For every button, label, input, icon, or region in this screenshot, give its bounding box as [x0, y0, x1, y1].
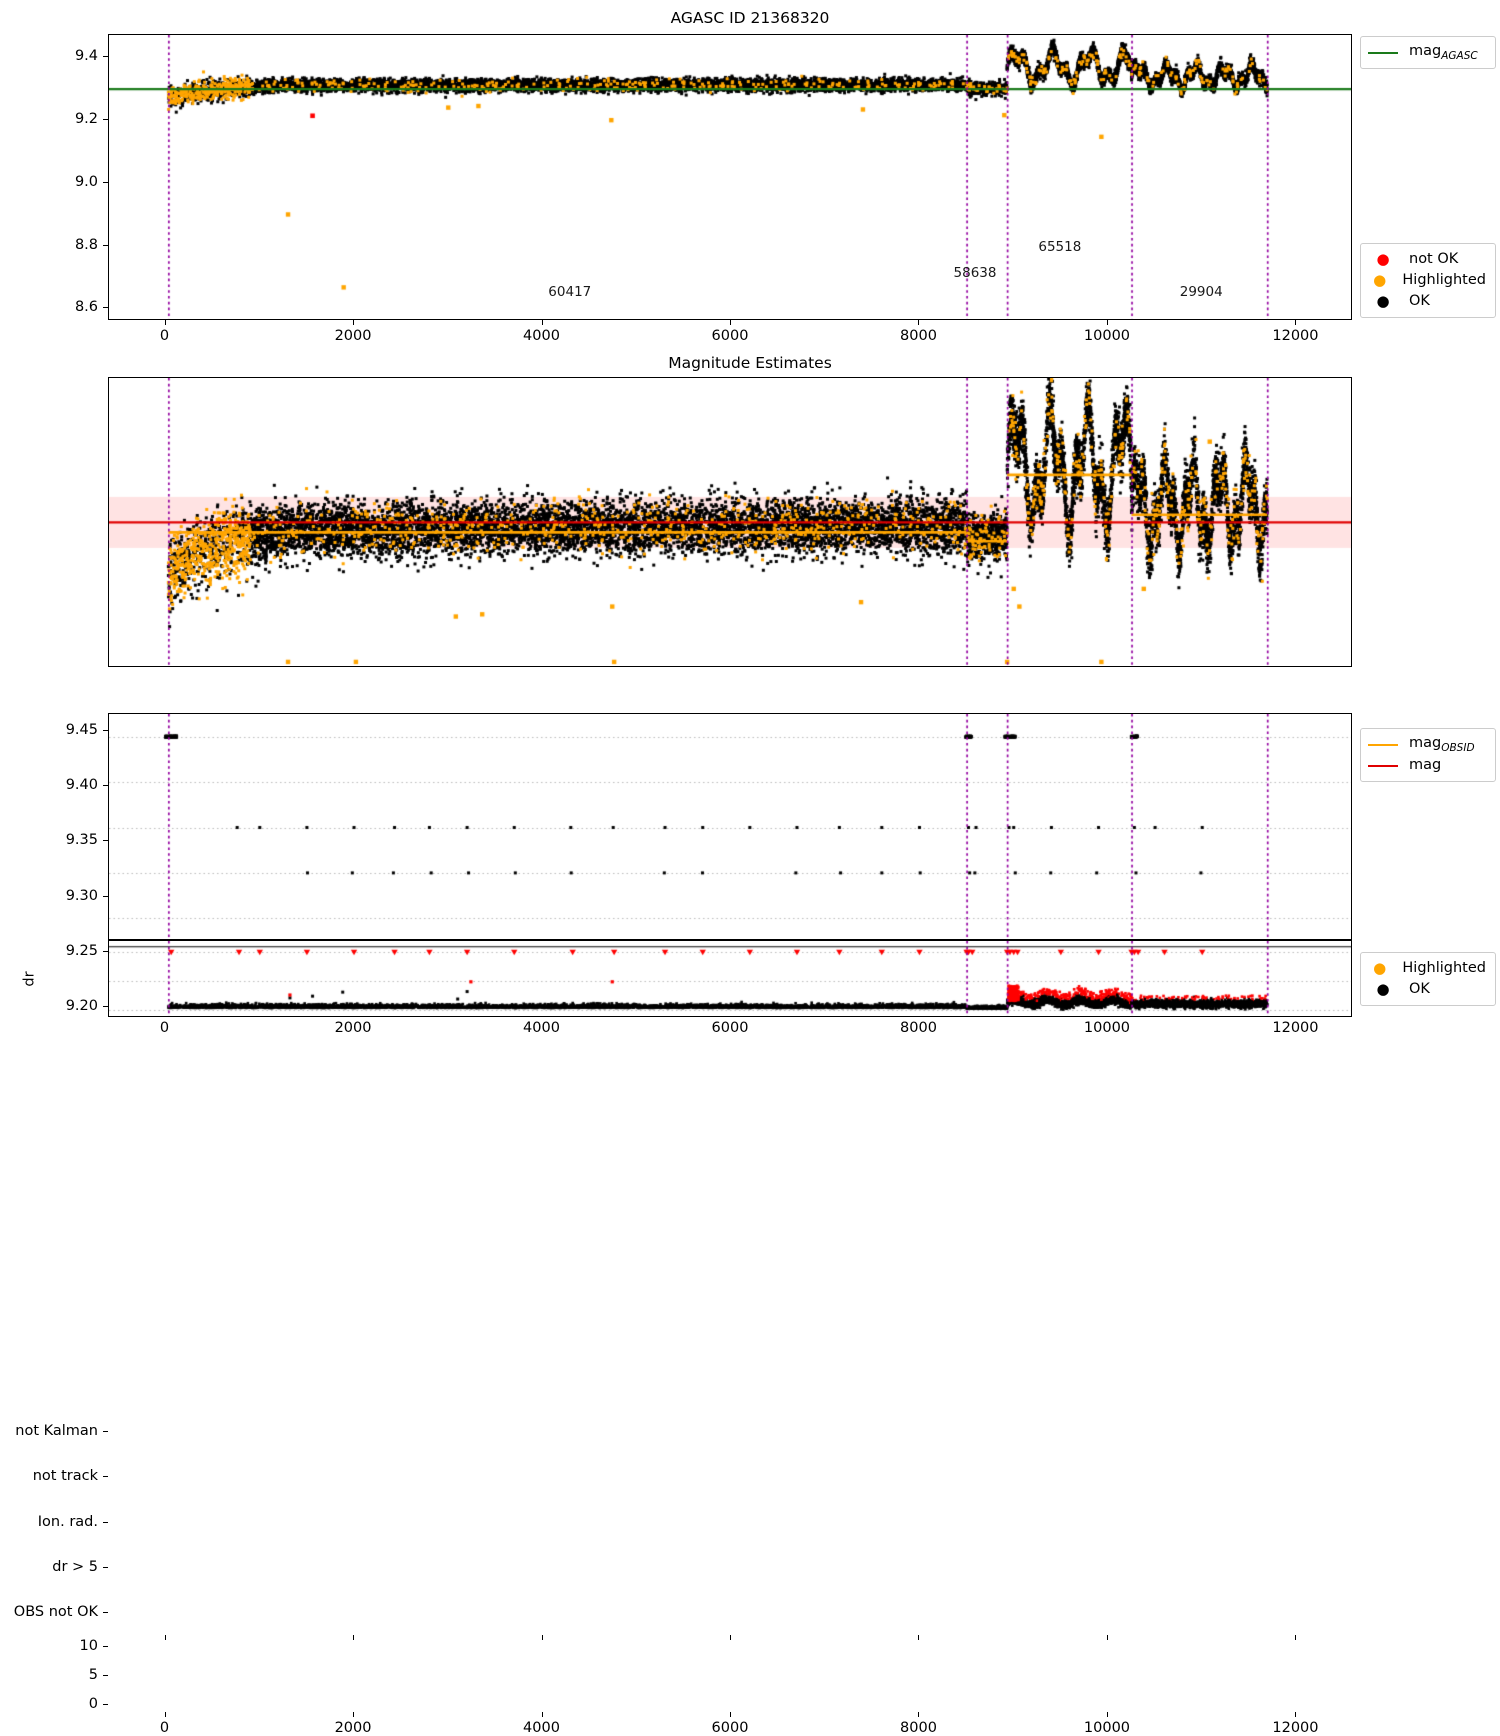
- legend-label-highlighted: Highlighted: [1402, 272, 1486, 288]
- panel2-title: Magnitude Estimates: [668, 354, 832, 372]
- panel1-legend-magagasc[interactable]: magAGASC: [1360, 36, 1496, 69]
- panel4-ylabel: dr: [21, 971, 38, 987]
- legend-label-not-ok: not OK: [1409, 251, 1459, 267]
- orange-line-swatch-icon: [1368, 743, 1398, 746]
- legend-item-mag-obsid[interactable]: magOBSID: [1368, 734, 1486, 755]
- panel3-axes: [108, 713, 1352, 940]
- legend-item-mag-agasc[interactable]: magAGASC: [1368, 42, 1486, 63]
- panel3-flags-canvas: [109, 714, 1351, 939]
- red-dot-swatch-icon: ●: [1376, 250, 1390, 268]
- legend-label-mag-agasc: magAGASC: [1409, 42, 1478, 62]
- panel1-scatter-canvas: [109, 35, 1351, 319]
- green-line-swatch-icon: [1368, 51, 1398, 54]
- black-dot-swatch-icon: ●: [1376, 980, 1390, 998]
- legend-label-mag: mag: [1409, 757, 1442, 773]
- legend-label-mag-obsid: magOBSID: [1409, 734, 1475, 754]
- panel-magnitude-vs-time: AGASC ID 21368320 0 2000 4000 6000 8000 10000…: [0, 0, 1500, 345]
- legend-label-highlighted-2: Highlighted: [1402, 960, 1486, 976]
- panel4-axes: [108, 940, 1352, 1017]
- panel1-axes: [108, 34, 1352, 320]
- legend-item-ok[interactable]: ● OK: [1368, 291, 1486, 312]
- orange-dot-swatch-icon: ●: [1373, 271, 1387, 289]
- panel2-scatter-canvas: [109, 378, 1351, 666]
- panel1-legend-status[interactable]: ● not OK ● Highlighted ● OK: [1360, 243, 1496, 318]
- panel2-axes: [108, 377, 1352, 667]
- orange-dot-swatch-icon: ●: [1373, 959, 1387, 977]
- legend-item-not-ok[interactable]: ● not OK: [1368, 249, 1486, 270]
- panel4-dr-canvas: [109, 941, 1351, 1016]
- legend-item-ok-2[interactable]: ● OK: [1368, 979, 1486, 1000]
- panel2-legend-status[interactable]: ● Highlighted ● OK: [1360, 952, 1496, 1006]
- panel-magnitude-estimates: Magnitude Estimates 0 2000 4000 6000 8000 100…: [0, 345, 1500, 1036]
- legend-item-highlighted-2[interactable]: ● Highlighted: [1368, 958, 1486, 979]
- black-dot-swatch-icon: ●: [1376, 292, 1390, 310]
- legend-item-highlighted[interactable]: ● Highlighted: [1368, 270, 1486, 291]
- legend-label-ok-2: OK: [1409, 981, 1430, 997]
- panel2-legend-lines[interactable]: magOBSID mag: [1360, 728, 1496, 782]
- legend-item-mag[interactable]: mag: [1368, 755, 1486, 776]
- legend-label-ok: OK: [1409, 293, 1430, 309]
- red-line-swatch-icon: [1368, 764, 1398, 767]
- panel1-title: AGASC ID 21368320: [670, 9, 830, 27]
- panel-flags-and-dr: OBS not OK dr > 5 Ion. rad. not track not Ka…: [0, 695, 1500, 1736]
